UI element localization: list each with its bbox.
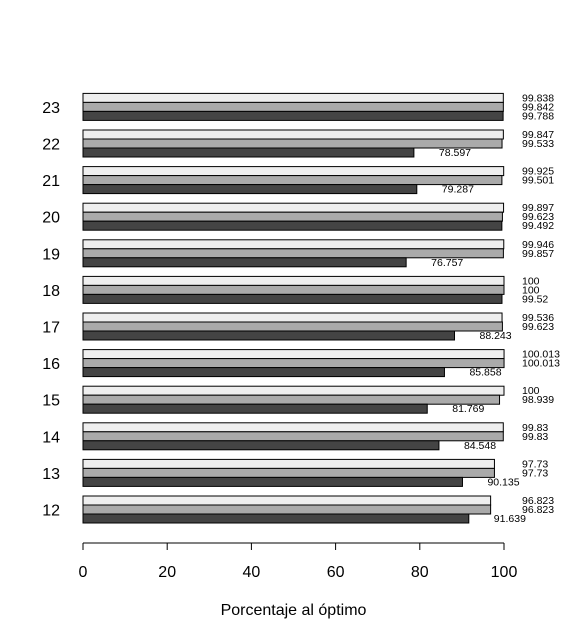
bar [82,349,505,360]
data-label: 90.135 [487,476,519,488]
data-label: 85.858 [469,367,501,379]
bar [82,394,501,405]
x-tick-label: 60 [327,564,345,581]
data-label: 99.536 [522,312,554,324]
bar [82,184,418,195]
bar [82,403,428,414]
x-tick-label: 0 [79,564,88,581]
bar [82,312,503,323]
data-label: 99.52 [522,293,548,305]
data-label: 99.946 [522,239,554,251]
data-label: 96.823 [522,495,554,507]
bar [82,367,445,378]
data-label: 88.243 [480,330,512,342]
data-label: 78.597 [439,147,471,159]
category-label: 23 [42,100,60,117]
data-label: 99.83 [522,431,548,443]
data-label: 81.769 [452,403,484,415]
x-tick-label: 80 [411,564,429,581]
bar [82,422,504,433]
category-label: 15 [42,393,60,410]
data-label: 76.757 [431,257,463,269]
bar [82,147,415,158]
data-label: 99.83 [522,422,548,434]
category-label: 17 [42,320,60,337]
data-label: 99.623 [522,321,554,333]
bar [82,175,503,186]
data-label: 99.897 [522,202,554,214]
data-label: 79.287 [442,184,474,196]
bar [82,166,505,177]
bar [82,330,456,341]
data-label: 97.73 [522,458,548,470]
bar [82,476,463,487]
x-tick-label: 100 [491,564,518,581]
category-label: 19 [42,246,60,263]
data-label: 99.788 [522,110,554,122]
category-label: 14 [42,429,60,446]
category-label: 20 [42,210,60,227]
category-labels-layer: 12 13 14 15 16 17 18 19 20 21 22 23 [42,100,60,520]
bar [82,101,504,112]
data-label: 99.842 [522,101,554,113]
bar [82,440,440,451]
data-label: 100.013 [522,349,560,361]
data-label: 100 [522,284,540,296]
bar [82,275,505,286]
data-label: 97.73 [522,467,548,479]
data-label: 99.623 [522,211,554,223]
bar [82,257,407,268]
data-label: 99.533 [522,138,554,150]
bar [82,239,505,250]
data-label: 84.548 [464,440,496,452]
bar [82,358,505,369]
category-label: 16 [42,356,60,373]
bar [82,431,504,442]
data-label: 99.857 [522,248,554,260]
bar [82,129,504,140]
bar [82,293,503,304]
bar [82,202,505,213]
bar [82,211,503,222]
bar [82,220,503,231]
bars-layer [82,92,505,524]
category-label: 13 [42,466,60,483]
bar [82,458,495,469]
data-labels-layer: 96.82396.82391.63997.7397.7390.13599.839… [431,92,560,525]
category-label: 18 [42,283,60,300]
data-label: 91.639 [494,513,526,525]
data-label: 99.925 [522,166,554,178]
bar [82,495,492,506]
category-label: 22 [42,137,60,154]
data-label: 100 [522,275,540,287]
bar [82,385,505,396]
category-label: 21 [42,173,60,190]
data-label: 100.013 [522,358,560,370]
data-label: 99.847 [522,129,554,141]
bar [82,110,504,121]
data-label: 99.492 [522,220,554,232]
category-label: 12 [42,503,60,520]
bar [82,504,492,515]
data-label: 99.838 [522,92,554,104]
bar [82,513,470,524]
data-label: 96.823 [522,504,554,516]
bar [82,321,503,332]
data-label: 98.939 [522,394,554,406]
x-tick-label: 40 [243,564,261,581]
data-label: 99.501 [522,175,554,187]
bar [82,92,504,103]
bar [82,284,505,295]
x-axis-label: Porcentaje al óptimo [221,602,367,619]
bar [82,467,495,478]
data-label: 100 [522,385,540,397]
x-tick-label: 20 [158,564,176,581]
x-axis: 0 20 40 60 80 100 [79,542,518,581]
